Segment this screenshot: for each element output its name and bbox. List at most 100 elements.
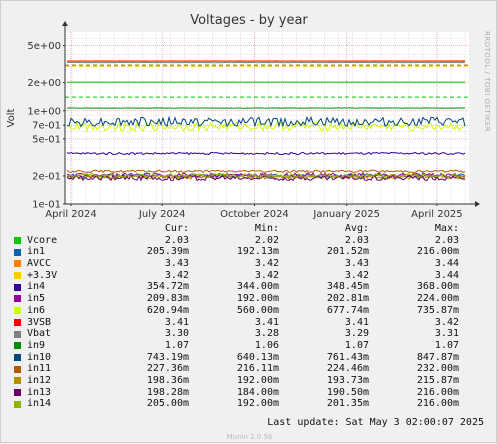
legend-min: 344.00m — [189, 281, 279, 293]
legend-name: in10 — [27, 352, 99, 364]
legend-cur: 209.83m — [99, 293, 189, 305]
legend-min: 192.00m — [189, 293, 279, 305]
legend-name: Vcore — [27, 235, 99, 247]
y-tick-label: 2e+00 — [27, 78, 61, 89]
col-cur: Cur: — [99, 223, 189, 235]
legend-avg: 3.42 — [279, 270, 369, 282]
y-axis-arrow — [62, 21, 68, 26]
legend-avg: 1.07 — [279, 340, 369, 352]
legend-max: 3.44 — [369, 258, 459, 270]
y-tick-label: 7e-01 — [32, 121, 61, 132]
legend-avg: 677.74m — [279, 305, 369, 317]
legend-name: 3VSB — [27, 317, 99, 329]
legend-avg: 201.52m — [279, 246, 369, 258]
legend-cur: 198.36m — [99, 375, 189, 387]
legend-name: in5 — [27, 293, 99, 305]
legend-avg: 190.50m — [279, 387, 369, 399]
legend-name: Vbat — [27, 328, 99, 340]
legend-max: 3.42 — [369, 317, 459, 329]
legend-swatch — [14, 342, 21, 349]
y-tick-label: 2e-01 — [32, 171, 61, 182]
legend-swatch — [14, 249, 21, 256]
legend-cur: 620.94m — [99, 305, 189, 317]
legend-max: 3.44 — [369, 270, 459, 282]
legend-avg: 201.35m — [279, 398, 369, 410]
legend-cur: 198.28m — [99, 387, 189, 399]
legend-cur: 3.43 — [99, 258, 189, 270]
legend-avg: 224.46m — [279, 363, 369, 375]
legend-cur: 227.36m — [99, 363, 189, 375]
legend-min: 3.41 — [189, 317, 279, 329]
legend-avg: 761.43m — [279, 352, 369, 364]
x-axis-arrow — [475, 201, 480, 207]
legend-max: 216.00m — [369, 398, 459, 410]
col-max: Max: — [369, 223, 459, 235]
legend-swatch — [14, 331, 21, 338]
legend-max: 216.00m — [369, 246, 459, 258]
col-min: Min: — [189, 223, 279, 235]
legend-max: 3.31 — [369, 328, 459, 340]
legend-max: 1.07 — [369, 340, 459, 352]
legend-cur: 1.07 — [99, 340, 189, 352]
legend-avg: 193.73m — [279, 375, 369, 387]
legend-swatch — [14, 237, 21, 244]
legend-min: 3.42 — [189, 270, 279, 282]
legend-swatch — [14, 319, 21, 326]
legend-name: in1 — [27, 246, 99, 258]
legend-cur: 3.30 — [99, 328, 189, 340]
legend-name: in13 — [27, 387, 99, 399]
chart-title: Voltages - by year — [190, 13, 308, 28]
legend-avg: 3.43 — [279, 258, 369, 270]
legend-avg: 3.41 — [279, 317, 369, 329]
legend-min: 3.28 — [189, 328, 279, 340]
legend-cur: 205.39m — [99, 246, 189, 258]
legend-cur: 205.00m — [99, 398, 189, 410]
legend-swatch — [14, 389, 21, 396]
y-tick-label: 5e+00 — [27, 41, 61, 52]
legend-min: 1.06 — [189, 340, 279, 352]
legend-swatch — [14, 366, 21, 373]
legend-name: in11 — [27, 363, 99, 375]
legend-max: 224.00m — [369, 293, 459, 305]
legend-avg: 348.45m — [279, 281, 369, 293]
legend-cur: 354.72m — [99, 281, 189, 293]
legend-cur: 2.03 — [99, 235, 189, 247]
legend-avg: 202.81m — [279, 293, 369, 305]
x-tick-label: July 2024 — [138, 209, 186, 220]
legend-swatch — [14, 401, 21, 408]
legend-cur: 743.19m — [99, 352, 189, 364]
y-axis-label: Volt — [6, 108, 17, 127]
legend-max: 232.00m — [369, 363, 459, 375]
x-tick-label: April 2024 — [45, 209, 96, 220]
legend-header: Cur: Min: Avg: Max: — [13, 223, 489, 235]
x-tick-label: April 2025 — [411, 209, 462, 220]
legend-name: in6 — [27, 305, 99, 317]
x-tick-label: January 2025 — [312, 209, 380, 220]
legend-min: 3.42 — [189, 258, 279, 270]
legend-max: 2.03 — [369, 235, 459, 247]
legend-min: 192.00m — [189, 375, 279, 387]
y-tick-label: 1e+00 — [27, 106, 61, 117]
legend-min: 192.13m — [189, 246, 279, 258]
legend-swatch — [14, 272, 21, 279]
legend-max: 216.00m — [369, 387, 459, 399]
last-update: Last update: Sat May 3 02:00:07 2025 — [1, 417, 484, 428]
legend-avg: 3.29 — [279, 328, 369, 340]
col-avg: Avg: — [279, 223, 369, 235]
